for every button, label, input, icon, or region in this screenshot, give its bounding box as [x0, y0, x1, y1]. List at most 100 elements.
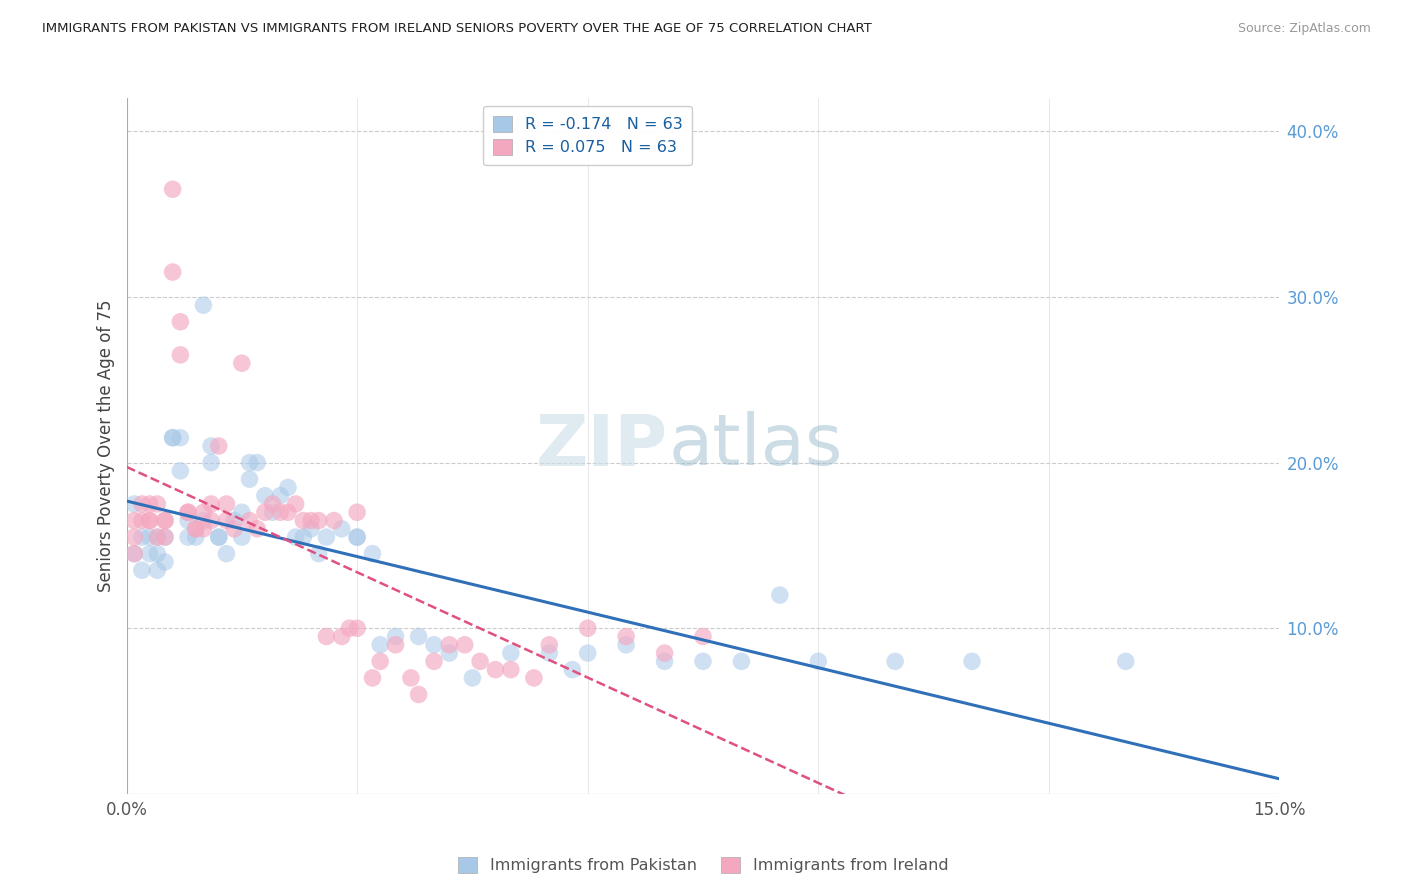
Point [231, 505, 253, 519]
Point [884, 654, 907, 668]
Point [184, 530, 207, 544]
Point [253, 489, 276, 503]
Point [162, 265, 184, 279]
Point [308, 547, 330, 561]
Text: ZIP: ZIP [536, 411, 668, 481]
Point [153, 514, 176, 528]
Point [138, 547, 160, 561]
Point [169, 348, 191, 362]
Point [162, 431, 184, 445]
Point [146, 547, 169, 561]
Point [200, 497, 222, 511]
Point [138, 497, 160, 511]
Point [200, 439, 222, 453]
Point [177, 514, 200, 528]
Point [769, 588, 792, 602]
Point [193, 298, 215, 312]
Point [368, 638, 391, 652]
Point [576, 646, 599, 660]
Point [246, 522, 269, 536]
Point [193, 505, 215, 519]
Point [146, 497, 169, 511]
Point [208, 530, 231, 544]
Point [131, 563, 153, 577]
Legend: Immigrants from Pakistan, Immigrants from Ireland: Immigrants from Pakistan, Immigrants fro… [451, 850, 955, 880]
Point [269, 489, 291, 503]
Point [122, 547, 145, 561]
Point [499, 663, 522, 677]
Point [561, 663, 583, 677]
Point [200, 514, 222, 528]
Point [292, 530, 315, 544]
Point [224, 522, 246, 536]
Point [277, 505, 299, 519]
Text: IMMIGRANTS FROM PAKISTAN VS IMMIGRANTS FROM IRELAND SENIORS POVERTY OVER THE AGE: IMMIGRANTS FROM PAKISTAN VS IMMIGRANTS F… [42, 22, 872, 36]
Point [538, 638, 561, 652]
Point [614, 638, 637, 652]
Point [523, 671, 546, 685]
Point [730, 654, 752, 668]
Text: atlas: atlas [668, 411, 842, 481]
Point [131, 514, 153, 528]
Point [215, 547, 238, 561]
Point [146, 530, 169, 544]
Point [122, 547, 145, 561]
Point [215, 514, 238, 528]
Point [262, 497, 284, 511]
Point [468, 654, 491, 668]
Point [423, 654, 446, 668]
Y-axis label: Seniors Poverty Over the Age of 75: Seniors Poverty Over the Age of 75 [97, 300, 115, 592]
Point [399, 671, 422, 685]
Point [184, 522, 207, 536]
Point [284, 497, 307, 511]
Point [323, 514, 346, 528]
Point [346, 530, 368, 544]
Point [339, 621, 361, 635]
Point [439, 638, 461, 652]
Point [454, 638, 477, 652]
Point [238, 514, 260, 528]
Point [200, 456, 222, 470]
Point [138, 530, 160, 544]
Point [122, 530, 145, 544]
Point [346, 530, 368, 544]
Point [146, 563, 169, 577]
Point [224, 514, 246, 528]
Point [361, 671, 384, 685]
Point [576, 621, 599, 635]
Point [269, 505, 291, 519]
Point [408, 630, 430, 644]
Point [292, 514, 315, 528]
Point [122, 514, 145, 528]
Point [499, 646, 522, 660]
Point [169, 464, 191, 478]
Point [308, 514, 330, 528]
Point [384, 630, 406, 644]
Point [299, 514, 322, 528]
Point [253, 505, 276, 519]
Point [169, 431, 191, 445]
Point [368, 654, 391, 668]
Point [208, 530, 231, 544]
Point [346, 505, 368, 519]
Point [484, 663, 506, 677]
Point [153, 530, 176, 544]
Point [361, 547, 384, 561]
Point [208, 439, 231, 453]
Point [654, 654, 676, 668]
Point [231, 356, 253, 370]
Point [153, 555, 176, 569]
Point [162, 182, 184, 196]
Point [177, 530, 200, 544]
Point [169, 315, 191, 329]
Point [299, 522, 322, 536]
Point [330, 630, 353, 644]
Point [692, 654, 714, 668]
Point [538, 646, 561, 660]
Point [692, 630, 714, 644]
Point [461, 671, 484, 685]
Point [153, 530, 176, 544]
Point [246, 456, 269, 470]
Point [238, 472, 260, 486]
Point [177, 505, 200, 519]
